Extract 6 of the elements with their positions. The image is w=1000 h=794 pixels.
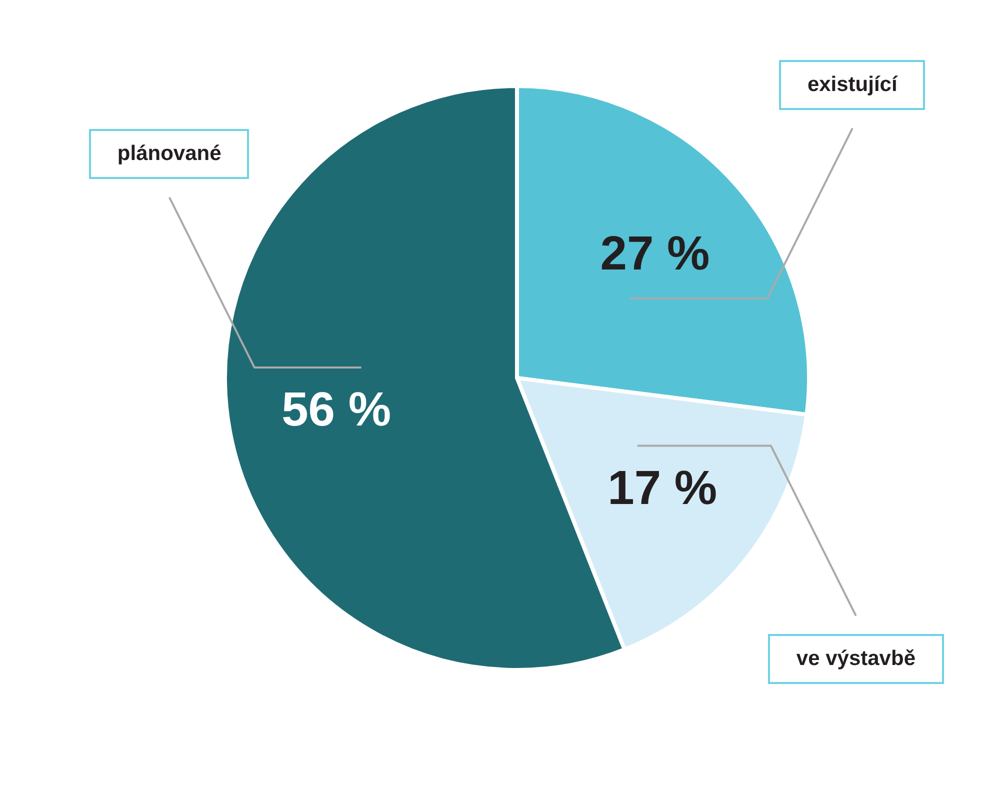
callout-box: ve výstavbě	[768, 634, 944, 684]
data-label: 56 %	[282, 384, 391, 437]
callout-box: existující	[779, 60, 926, 110]
callout-box: plánované	[89, 129, 250, 180]
data-label: 27 %	[600, 228, 710, 281]
data-label: 17 %	[608, 462, 718, 515]
